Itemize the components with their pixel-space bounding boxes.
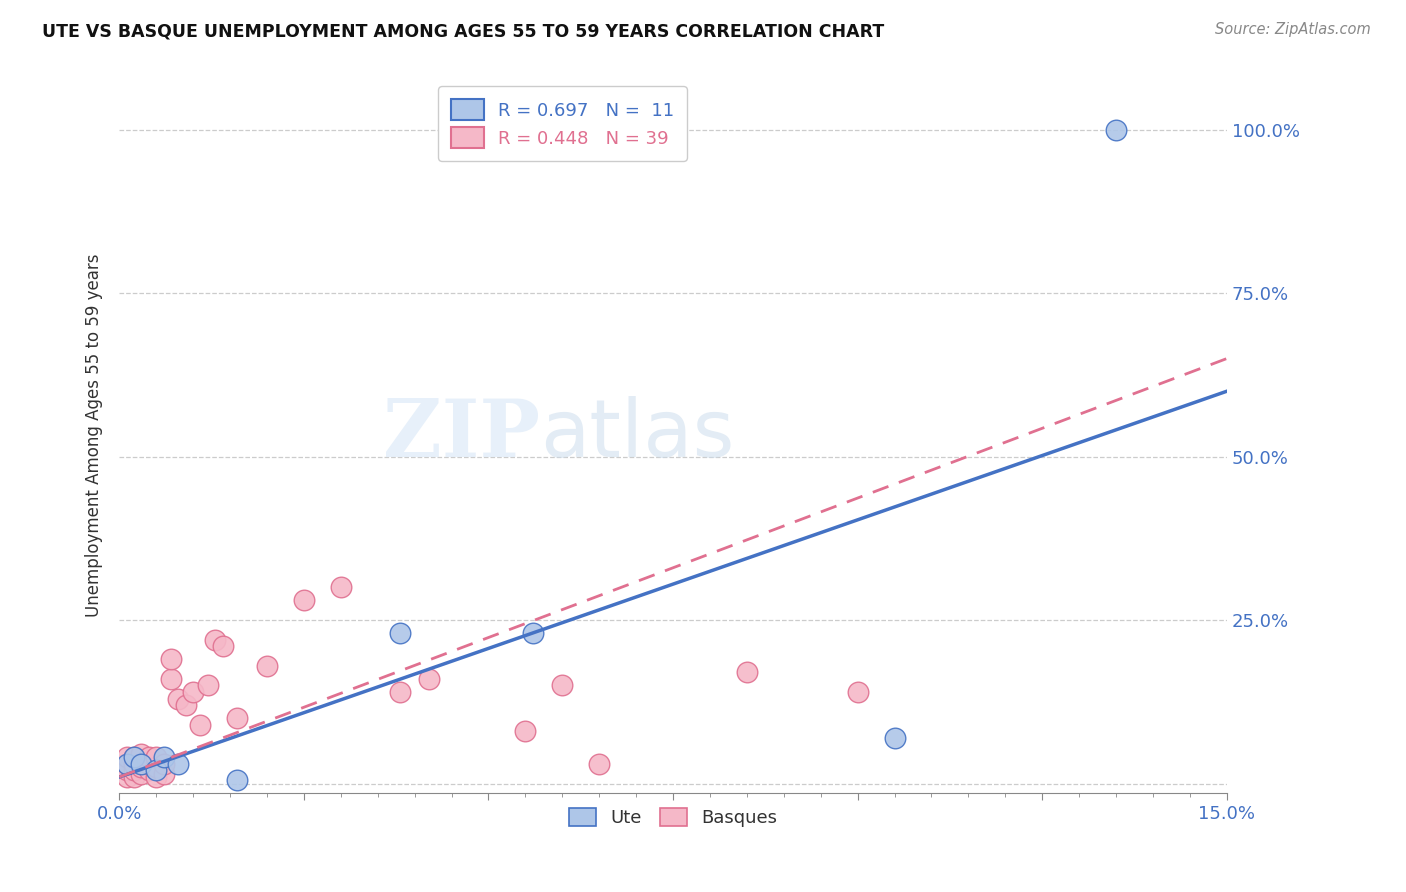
Point (131, 766, 153, 780)
Point (122, 750, 145, 764)
Point (522, 626, 544, 640)
Point (551, 678, 574, 692)
Point (145, 770, 167, 784)
Legend: Ute, Basques: Ute, Basques (561, 801, 785, 834)
Point (204, 632, 226, 647)
Point (211, 639, 233, 653)
Point (138, 764, 160, 778)
Text: ZIP: ZIP (382, 396, 540, 475)
Point (145, 760, 167, 774)
Point (167, 756, 190, 771)
Point (515, 724, 537, 739)
Point (160, 652, 183, 666)
Point (115, 750, 138, 764)
Point (388, 626, 411, 640)
Point (115, 756, 138, 771)
Point (122, 764, 145, 778)
Point (115, 770, 138, 784)
Y-axis label: Unemployment Among Ages 55 to 59 years: Unemployment Among Ages 55 to 59 years (86, 253, 103, 617)
Point (152, 756, 174, 771)
Point (846, 685, 869, 699)
Text: UTE VS BASQUE UNEMPLOYMENT AMONG AGES 55 TO 59 YEARS CORRELATION CHART: UTE VS BASQUE UNEMPLOYMENT AMONG AGES 55… (42, 22, 884, 40)
Point (131, 747, 153, 761)
Point (122, 750, 145, 764)
Point (145, 750, 167, 764)
Point (115, 756, 138, 771)
Point (131, 760, 153, 774)
Point (131, 756, 153, 771)
Point (174, 698, 197, 712)
Point (388, 685, 411, 699)
Point (115, 764, 138, 778)
Text: atlas: atlas (540, 396, 734, 475)
Point (588, 756, 610, 771)
Point (418, 672, 440, 686)
Point (197, 678, 219, 692)
Text: Source: ZipAtlas.com: Source: ZipAtlas.com (1215, 22, 1371, 37)
Point (152, 750, 174, 764)
Point (138, 756, 160, 771)
Point (1105, 122, 1128, 136)
Point (226, 711, 249, 725)
Point (190, 717, 212, 731)
Point (735, 665, 758, 680)
Point (160, 672, 183, 686)
Point (292, 593, 315, 607)
Point (329, 581, 352, 595)
Point (138, 750, 160, 764)
Point (122, 770, 145, 784)
Point (256, 658, 278, 673)
Point (122, 756, 145, 771)
Point (181, 685, 204, 699)
Point (883, 731, 905, 745)
Point (226, 773, 249, 788)
Point (167, 691, 190, 706)
Point (145, 764, 167, 778)
Point (152, 766, 174, 780)
